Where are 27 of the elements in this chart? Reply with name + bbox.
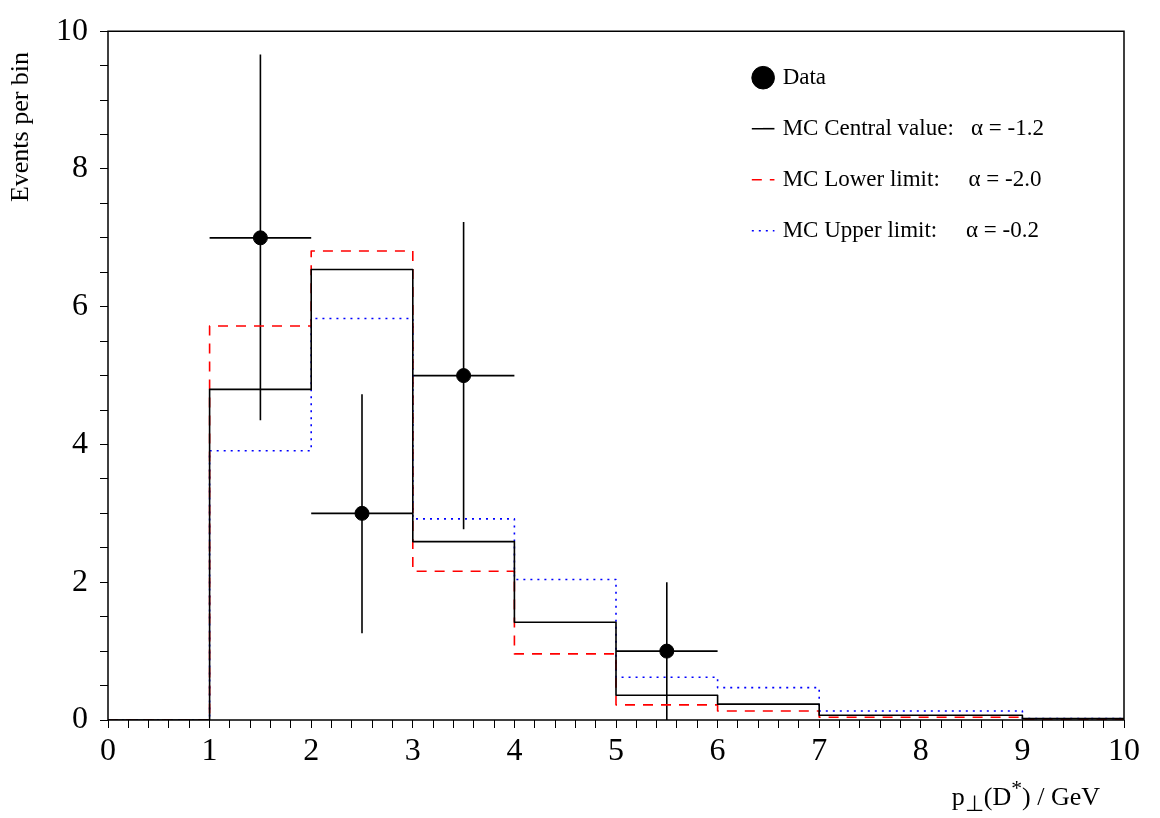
- y-tick-label: 8: [72, 148, 88, 185]
- legend-label: MC Central value: α = -1.2: [782, 114, 1045, 140]
- y-tick-label: 2: [72, 561, 88, 598]
- x-tick-label: 2: [303, 730, 320, 767]
- x-tick-label: 7: [811, 730, 828, 767]
- x-tick-label: 8: [912, 730, 929, 767]
- x-axis-title: p$_{⊥}$(D$^{*}$) / GeV: [951, 776, 1100, 817]
- y-tick-label: 10: [56, 10, 88, 47]
- point: [456, 368, 472, 384]
- x-tick-label: 0: [100, 730, 116, 767]
- x-tick-label: 4: [506, 730, 523, 767]
- x-tick-label: 9: [1014, 730, 1031, 767]
- x-tick-label: 10: [1108, 730, 1140, 767]
- x-tick-label: 3: [404, 730, 421, 767]
- legend-label: Data: [782, 63, 827, 89]
- point: [354, 505, 370, 521]
- x-tick-label: 6: [709, 730, 726, 767]
- legend-label: MC Lower limit: α = -2.0: [782, 165, 1042, 191]
- y-axis-title: Events per bin: [5, 50, 35, 205]
- point: [252, 230, 268, 246]
- x-tick-label: 1: [201, 730, 218, 767]
- x-tick-label: 5: [608, 730, 624, 767]
- legend-label: MC Upper limit: α = -0.2: [782, 216, 1039, 242]
- y-tick-label: 6: [72, 286, 88, 323]
- y-tick-label: 4: [72, 423, 88, 460]
- point: [659, 643, 675, 659]
- y-tick-label: 0: [72, 699, 88, 736]
